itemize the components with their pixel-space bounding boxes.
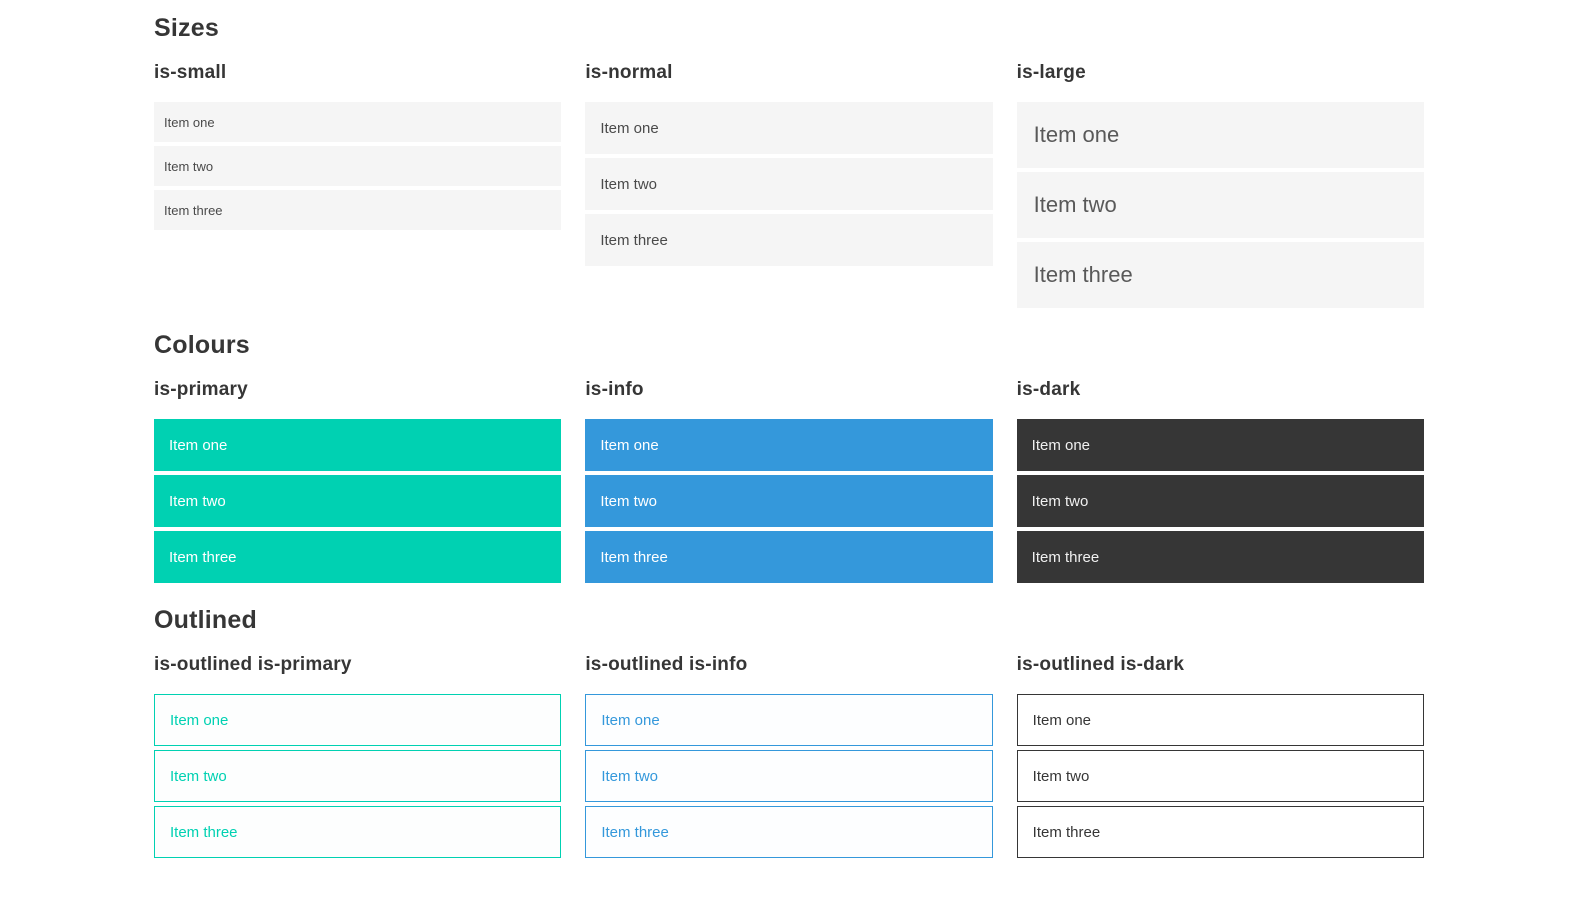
list-item: Item two [154,146,562,186]
list-item: Item three [1016,531,1424,583]
group-is-outlined-is-info: is-outlined is-info Item one Item two It… [585,653,993,858]
list-item: Item three [1016,806,1424,858]
group-is-outlined-is-primary: is-outlined is-primary Item one Item two… [154,653,562,858]
section-title-colours: Colours [154,331,250,359]
group-heading-is-normal: is-normal [585,62,673,83]
section-outlined: Outlined is-outlined is-primary Item one… [154,605,1424,858]
colours-groups-row: is-primary Item one Item two Item three … [154,378,1424,583]
section-colours: Colours is-primary Item one Item two Ite… [154,330,1424,583]
list-item: Item one [1016,694,1424,746]
list-item: Item three [154,190,562,230]
list-item: Item two [585,475,993,527]
list-item: Item two [1016,750,1424,802]
list-item: Item two [154,475,562,527]
list-item: Item one [154,102,562,142]
list-small: Item one Item two Item three [154,102,562,230]
list-normal: Item one Item two Item three [585,102,993,266]
list-outlined-dark: Item one Item two Item three [1016,694,1424,858]
group-is-dark: is-dark Item one Item two Item three [1016,378,1424,583]
group-heading-is-outlined-is-primary: is-outlined is-primary [154,654,352,675]
list-item: Item one [585,102,993,154]
list-dark: Item one Item two Item three [1016,419,1424,583]
list-item: Item three [154,531,562,583]
group-heading-is-outlined-is-dark: is-outlined is-dark [1016,654,1185,675]
group-heading-is-outlined-is-info: is-outlined is-info [585,654,748,675]
group-is-normal: is-normal Item one Item two Item three [585,61,993,308]
list-item: Item one [585,694,993,746]
group-is-large: is-large Item one Item two Item three [1016,61,1424,308]
group-heading-is-info: is-info [585,379,644,400]
list-outlined-primary: Item one Item two Item three [154,694,562,858]
group-is-small: is-small Item one Item two Item three [154,61,562,308]
list-item: Item two [585,750,993,802]
list-item: Item two [1016,172,1424,238]
group-heading-is-dark: is-dark [1016,379,1081,400]
list-item: Item two [585,158,993,210]
list-large: Item one Item two Item three [1016,102,1424,308]
component-demo-page: Sizes is-small Item one Item two Item th… [154,13,1424,858]
group-heading-is-large: is-large [1016,62,1086,83]
group-is-outlined-is-dark: is-outlined is-dark Item one Item two It… [1016,653,1424,858]
list-item: Item three [585,214,993,266]
group-is-primary: is-primary Item one Item two Item three [154,378,562,583]
list-item: Item one [154,419,562,471]
list-item: Item one [585,419,993,471]
list-item: Item two [154,750,562,802]
list-item: Item one [1016,419,1424,471]
section-title-sizes: Sizes [154,14,219,42]
outlined-groups-row: is-outlined is-primary Item one Item two… [154,653,1424,858]
section-title-outlined: Outlined [154,606,257,634]
list-outlined-info: Item one Item two Item three [585,694,993,858]
group-heading-is-small: is-small [154,62,227,83]
sizes-groups-row: is-small Item one Item two Item three is… [154,61,1424,308]
list-primary: Item one Item two Item three [154,419,562,583]
group-is-info: is-info Item one Item two Item three [585,378,993,583]
list-item: Item two [1016,475,1424,527]
list-item: Item one [154,694,562,746]
list-item: Item three [585,806,993,858]
group-heading-is-primary: is-primary [154,379,248,400]
list-item: Item three [154,806,562,858]
list-item: Item three [585,531,993,583]
list-info: Item one Item two Item three [585,419,993,583]
list-item: Item one [1016,102,1424,168]
section-sizes: Sizes is-small Item one Item two Item th… [154,13,1424,308]
list-item: Item three [1016,242,1424,308]
